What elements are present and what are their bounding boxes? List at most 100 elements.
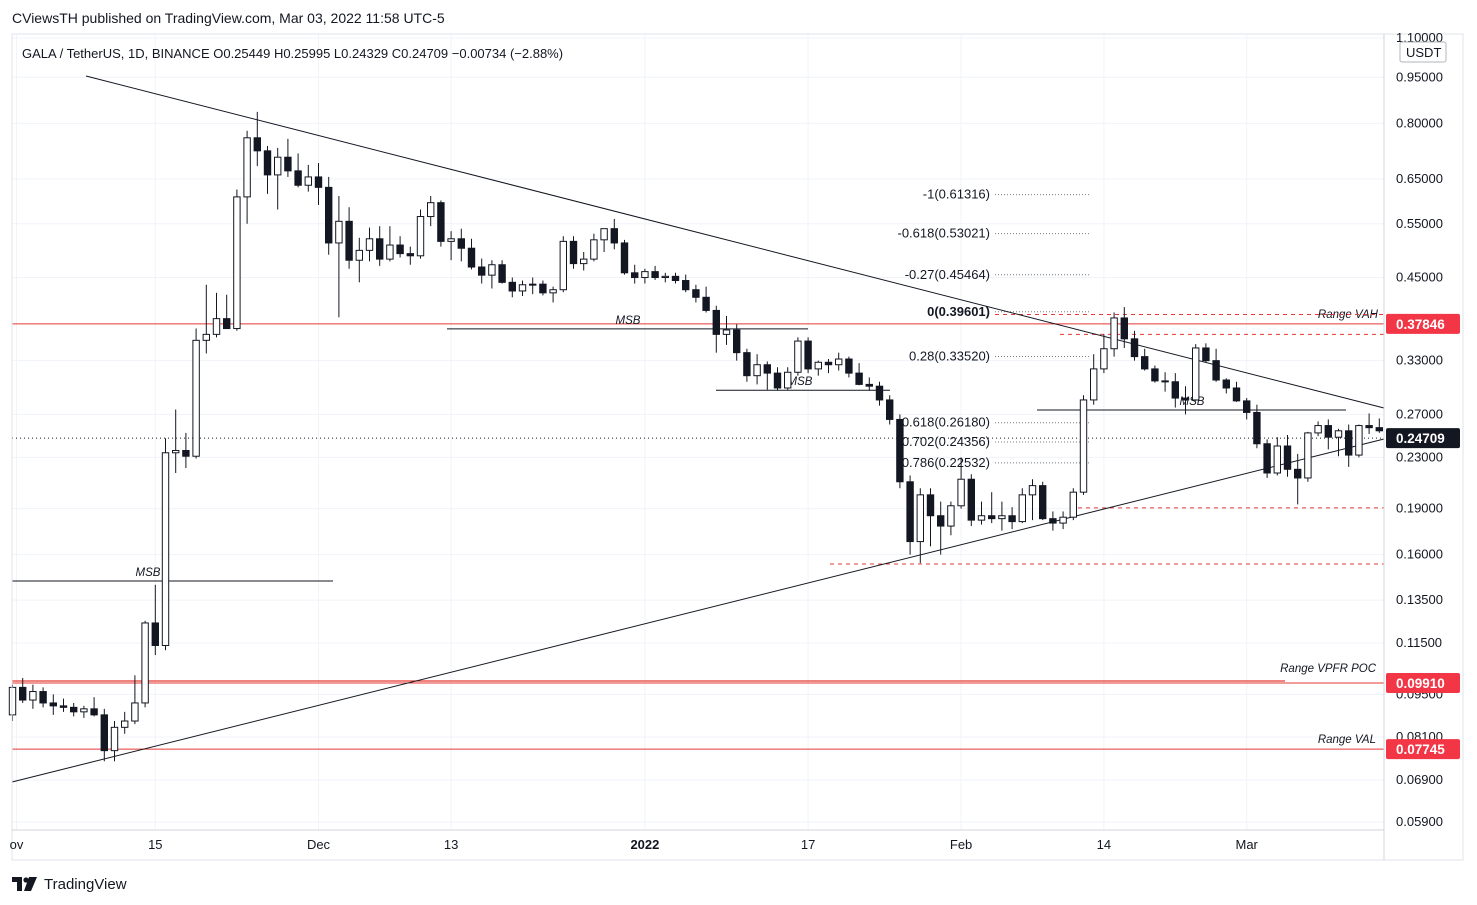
price-labels: 0.37846 0.24709 0.09910 0.07745 (1386, 313, 1460, 760)
candle-body (773, 372, 782, 389)
fib-label: 0(0.39601) (927, 304, 990, 319)
candle-body (1079, 399, 1088, 493)
time-axis[interactable]: ov 15 Dec 13 2022 17 Feb 14 Mar (10, 829, 1384, 852)
x-tick-label: Feb (950, 837, 972, 852)
candle-body (743, 352, 751, 377)
brand-name: TradingView (44, 875, 127, 893)
candle-body (977, 515, 986, 521)
candle-body (549, 289, 557, 294)
price-label: 0.07745 (1396, 742, 1445, 757)
candle-body (488, 264, 496, 276)
candle-body (141, 622, 149, 704)
candle-body (29, 691, 37, 701)
candle-body (192, 339, 200, 457)
y-tick-label: 1.10000 (1396, 30, 1443, 45)
candle-body (1090, 368, 1098, 401)
candle-body (110, 726, 119, 752)
grid (12, 34, 1384, 830)
candle-body (121, 720, 129, 728)
candle-body (304, 176, 313, 186)
footer: TradingView (12, 872, 127, 896)
candle-body (1018, 494, 1026, 523)
candle-body (1334, 430, 1343, 438)
candle-body (325, 186, 333, 244)
candle-body (284, 156, 292, 172)
candle-body (233, 196, 241, 330)
candle-body (824, 361, 833, 366)
price-label: 0.37846 (1396, 317, 1445, 332)
candle-body (182, 449, 190, 457)
fib-label: -0.27(0.45464) (905, 267, 990, 282)
candle-body (1161, 380, 1169, 383)
candle-body (253, 137, 262, 152)
y-tick-label: 0.19000 (1396, 501, 1443, 516)
candle-body (855, 372, 863, 385)
candle-body (427, 202, 435, 218)
fib-extension: -1(0.61316) -0.618(0.53021) -0.27(0.45464)… (897, 187, 1090, 470)
candle-body (1375, 427, 1383, 432)
candle-body (1049, 518, 1057, 524)
candle-body (274, 156, 282, 176)
candle-body (967, 478, 975, 521)
candle-body (80, 708, 88, 713)
candle-body (937, 515, 945, 527)
candle-body (845, 358, 853, 374)
price-label-box (1386, 428, 1460, 449)
price-label-box (1386, 739, 1460, 760)
candle-body (498, 264, 506, 283)
candle-body (733, 329, 741, 354)
candle-body (355, 249, 364, 261)
candle-body (294, 170, 302, 186)
candle-body (529, 283, 537, 286)
candle-body (641, 271, 649, 279)
candle-body (1324, 425, 1332, 438)
candle-body (131, 702, 139, 722)
candle-body (172, 449, 180, 454)
publisher-info: CViewsTH published on TradingView.com, M… (12, 10, 445, 26)
candle-body (814, 361, 822, 370)
candle-body (1283, 445, 1292, 470)
candle-body (916, 494, 924, 543)
candle-body (1355, 425, 1363, 456)
x-tick-label: 2022 (630, 837, 659, 852)
candle-body (314, 176, 323, 188)
fib-label: 0.702(0.24356) (902, 434, 990, 449)
candle-body (1222, 379, 1230, 389)
candle-body (835, 358, 843, 366)
candle-body (692, 289, 700, 298)
y-tick-label: 0.11500 (1396, 635, 1442, 650)
candle-body (151, 622, 160, 646)
fib-label: 0.28(0.33520) (909, 348, 990, 363)
candle-body (90, 708, 98, 716)
candle-body (1059, 516, 1067, 524)
chart-frame (11, 33, 1464, 861)
candle-body (1273, 445, 1281, 474)
candle-body (335, 220, 343, 244)
candle-body (518, 284, 527, 292)
candle-body (906, 481, 914, 543)
candle-body (1141, 356, 1149, 370)
candle-body (620, 242, 629, 274)
candle-body (957, 478, 965, 507)
candle-body (590, 239, 598, 260)
candle-body (376, 238, 384, 260)
y-tick-label: 0.23000 (1396, 449, 1443, 464)
tradingview-logo-icon (12, 877, 37, 891)
candle-body (212, 318, 221, 335)
price-axis[interactable]: 1.10000 0.95000 0.80000 0.65000 0.55000 0.450… (11, 30, 1464, 861)
y-tick-label: 0.55000 (1396, 216, 1443, 231)
price-label: 0.24709 (1396, 431, 1445, 446)
candle-body (886, 399, 894, 420)
candles (8, 111, 1383, 762)
candle-body (100, 714, 108, 752)
descending-trendline (85, 75, 1385, 409)
candle-body (539, 283, 547, 294)
y-tick-label: 0.95000 (1396, 69, 1443, 84)
candle-body (722, 329, 731, 335)
x-tick-label: Mar (1236, 837, 1259, 852)
candle-body (926, 494, 935, 517)
candle-body (243, 137, 251, 198)
fib-label: -1(0.61316) (923, 187, 990, 202)
